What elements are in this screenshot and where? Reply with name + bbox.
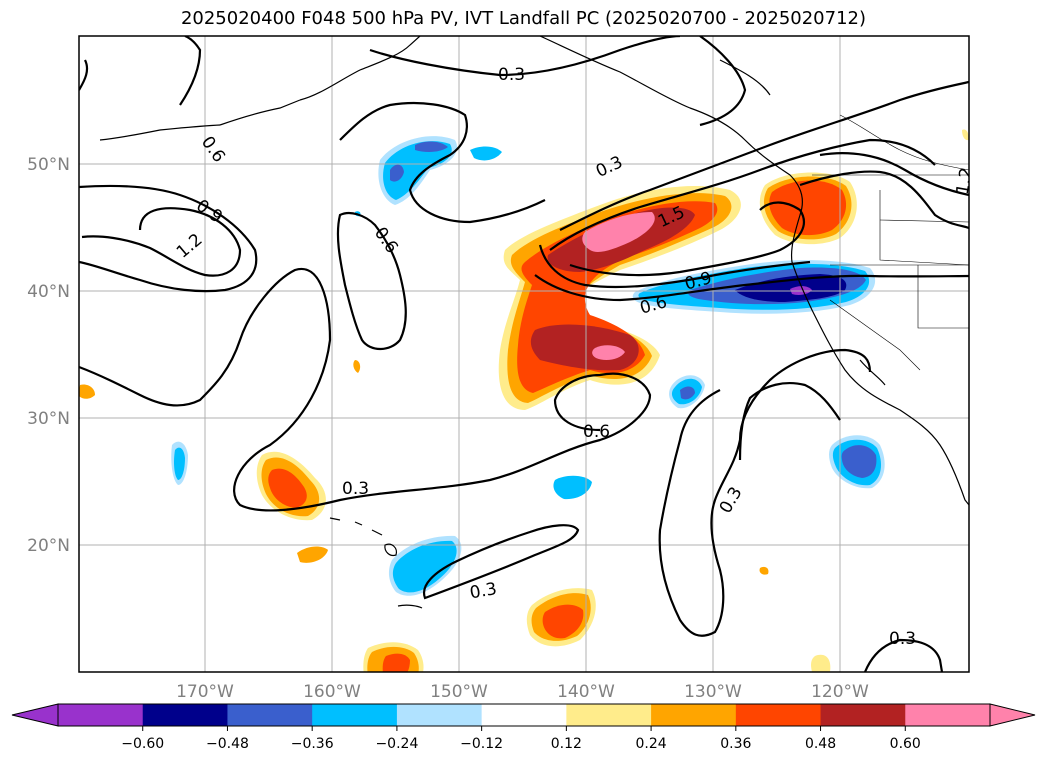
contour-label: 0.3 — [342, 479, 369, 499]
map-frame — [78, 35, 970, 673]
positive-ivt-shading — [79, 129, 969, 672]
colorbar-segment — [905, 704, 991, 726]
colorbar-segment — [820, 704, 906, 726]
contour-label: 0.6 — [583, 422, 610, 442]
colorbar-segment — [651, 704, 737, 726]
colorbar-tick-label: −0.12 — [460, 736, 503, 752]
contour-label: 0.3 — [468, 579, 498, 603]
colorbar-tick-label: 0.36 — [720, 736, 751, 752]
lon-label: 150°W — [430, 682, 488, 702]
colorbar: −0.60 −0.48 −0.36 −0.24 −0.12 0.12 0.24 0.36 0.4… — [11, 703, 1036, 752]
lon-label: 140°W — [557, 682, 615, 702]
lat-label: 30°N — [27, 409, 70, 429]
lon-label: 170°W — [176, 682, 234, 702]
colorbar-tick-label: 0.24 — [636, 736, 667, 752]
colorbar-tick-label: 0.12 — [551, 736, 582, 752]
colorbar-tick-label: −0.24 — [375, 736, 418, 752]
map-title: 2025020400 F048 500 hPa PV, IVT Landfall… — [180, 8, 867, 29]
lat-label: 40°N — [27, 282, 70, 302]
colorbar-segment — [58, 704, 144, 726]
colorbar-tick-label: 0.60 — [890, 736, 921, 752]
colorbar-extend-right — [989, 703, 1036, 727]
lon-label: 120°W — [811, 682, 869, 702]
colorbar-segment — [735, 704, 822, 726]
colorbar-extend-left — [11, 703, 59, 727]
hawaii-islands — [329, 517, 423, 609]
lat-label: 20°N — [27, 536, 70, 556]
colorbar-segment — [566, 704, 652, 726]
colorbar-segment — [481, 704, 567, 726]
colorbar-tick-label: −0.48 — [206, 736, 249, 752]
lon-label: 160°W — [303, 682, 361, 702]
colorbar-segment — [227, 704, 313, 726]
colorbar-segment — [396, 704, 483, 726]
latitude-labels: 50°N 40°N 30°N 20°N — [27, 155, 70, 556]
graticule — [79, 36, 969, 672]
colorbar-segment — [312, 704, 398, 726]
contour-label: 0.3 — [498, 65, 525, 85]
lon-label: 130°W — [684, 682, 742, 702]
colorbar-tick-label: 0.48 — [805, 736, 836, 752]
contour-label: 0.3 — [889, 629, 916, 649]
coastlines — [99, 36, 969, 506]
colorbar-tick-label: −0.36 — [291, 736, 334, 752]
lat-label: 50°N — [27, 155, 70, 175]
contour-label: 1.2 — [953, 166, 977, 196]
pv-contours — [79, 36, 969, 672]
colorbar-tick-label: −0.60 — [121, 736, 164, 752]
longitude-labels: 170°W 160°W 150°W 140°W 130°W 120°W — [176, 682, 869, 702]
colorbar-segment — [142, 704, 228, 726]
